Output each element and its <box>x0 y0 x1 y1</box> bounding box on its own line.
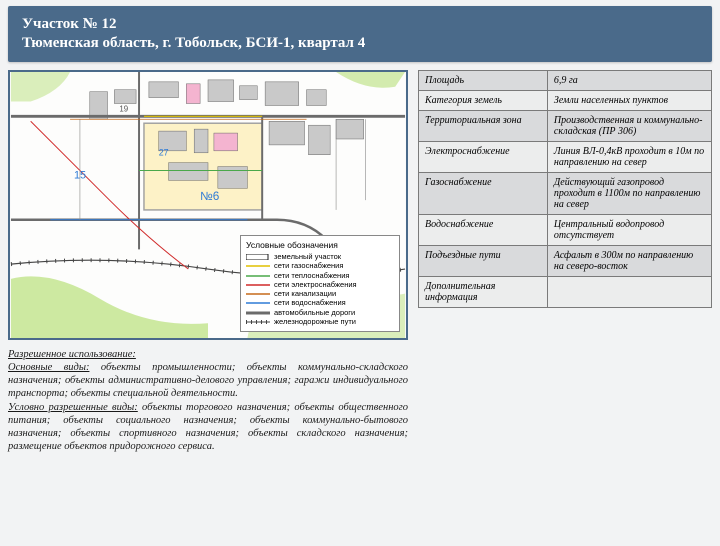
properties-table: Площадь6,9 га Категория земельЗемли насе… <box>418 70 712 308</box>
properties-tbody: Площадь6,9 га Категория земельЗемли насе… <box>419 71 712 308</box>
legend-item: сети газоснабжения <box>246 262 394 270</box>
left-column: №6 15 27 19 Условные обозначения земельн… <box>8 70 408 453</box>
table-row: Дополнительная информация <box>419 277 712 308</box>
legend-title: Условные обозначения <box>246 240 394 250</box>
table-row: ГазоснабжениеДействующий газопровод прох… <box>419 173 712 215</box>
usage-main-label: Основные виды: <box>8 362 89 373</box>
table-row: Площадь6,9 га <box>419 71 712 91</box>
usage-heading: Разрешенное использование: <box>8 349 136 360</box>
map-label-15: 15 <box>74 169 86 181</box>
table-row: Категория земельЗемли населенных пунктов <box>419 91 712 111</box>
legend-item: сети электроснабжения <box>246 281 394 289</box>
right-column: Площадь6,9 га Категория земельЗемли насе… <box>418 70 712 453</box>
header-title-1: Участок № 12 <box>22 16 698 33</box>
header-title-2: Тюменская область, г. Тобольск, БСИ-1, к… <box>22 35 698 52</box>
map-legend: Условные обозначения земельный участок с… <box>240 235 400 332</box>
usage-cond-label: Условно разрешенные виды: <box>8 402 138 413</box>
table-row: ЭлектроснабжениеЛиния ВЛ-0,4кВ проходит … <box>419 142 712 173</box>
table-row: Территориальная зонаПроизводственная и к… <box>419 111 712 142</box>
table-row: Подъездные путиАсфальт в 300м по направл… <box>419 246 712 277</box>
table-row: ВодоснабжениеЦентральный водопровод отсу… <box>419 215 712 246</box>
map-label-27: 27 <box>159 148 169 158</box>
legend-item: железнодорожные пути <box>246 318 394 326</box>
map-label-no6: №6 <box>200 189 220 203</box>
content-row: №6 15 27 19 Условные обозначения земельн… <box>0 70 720 453</box>
legend-item: автомобильные дороги <box>246 309 394 317</box>
legend-item: сети канализации <box>246 290 394 298</box>
map-label-19: 19 <box>119 104 128 113</box>
legend-item: сети теплоснабжения <box>246 272 394 280</box>
legend-item: сети водоснабжения <box>246 299 394 307</box>
header-bar: Участок № 12 Тюменская область, г. Тобол… <box>8 6 712 62</box>
map-container: №6 15 27 19 Условные обозначения земельн… <box>8 70 408 340</box>
legend-item: земельный участок <box>246 253 394 261</box>
permitted-use-block: Разрешенное использование: Основные виды… <box>8 348 408 453</box>
